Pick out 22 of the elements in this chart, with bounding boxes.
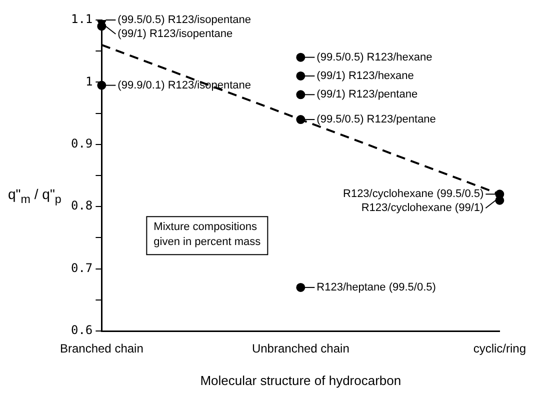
y-tick-label: 0.6 bbox=[70, 323, 93, 338]
y-tick-label: 0.9 bbox=[70, 136, 93, 151]
y-axis-title: q"$_{m}$ / q"$_{p}$ bbox=[8, 186, 62, 206]
annotation: (99/1) R123/pentane bbox=[316, 88, 418, 101]
y-tick-label: 0.8 bbox=[70, 198, 93, 213]
x-tick-label: Branched chain bbox=[60, 342, 144, 356]
annotation: (99.5/0.5) R123/isopentane bbox=[118, 14, 251, 26]
annotation: R123/cyclohexane (99.5/0.5) bbox=[343, 188, 484, 200]
x-tick-label: cyclic/ring bbox=[473, 342, 526, 356]
y-tick-label: 0.7 bbox=[70, 260, 93, 275]
annotation: (99.5/0.5) R123/hexane bbox=[316, 51, 432, 64]
annotation: R123/heptane (99.5/0.5) bbox=[316, 281, 436, 294]
x-tick-label: Unbranched chain bbox=[252, 342, 350, 356]
x-axis-title: Molecular structure of hydrocarbon bbox=[200, 372, 402, 388]
annotation: (99/1) R123/isopentane bbox=[118, 28, 233, 40]
annotation: R123/cyclohexane (99/1) bbox=[361, 202, 484, 214]
annotation: Mixture compositions given in percent mass bbox=[154, 221, 262, 248]
annotation: (99/1) R123/hexane bbox=[316, 70, 414, 82]
annotation: (99.5/0.5) R123/pentane bbox=[316, 114, 436, 126]
y-tick-label: 1 bbox=[85, 74, 93, 88]
annotation: (99.9/0.1) R123/isopentane bbox=[118, 79, 251, 92]
y-tick-label: 1.1 bbox=[70, 12, 93, 26]
